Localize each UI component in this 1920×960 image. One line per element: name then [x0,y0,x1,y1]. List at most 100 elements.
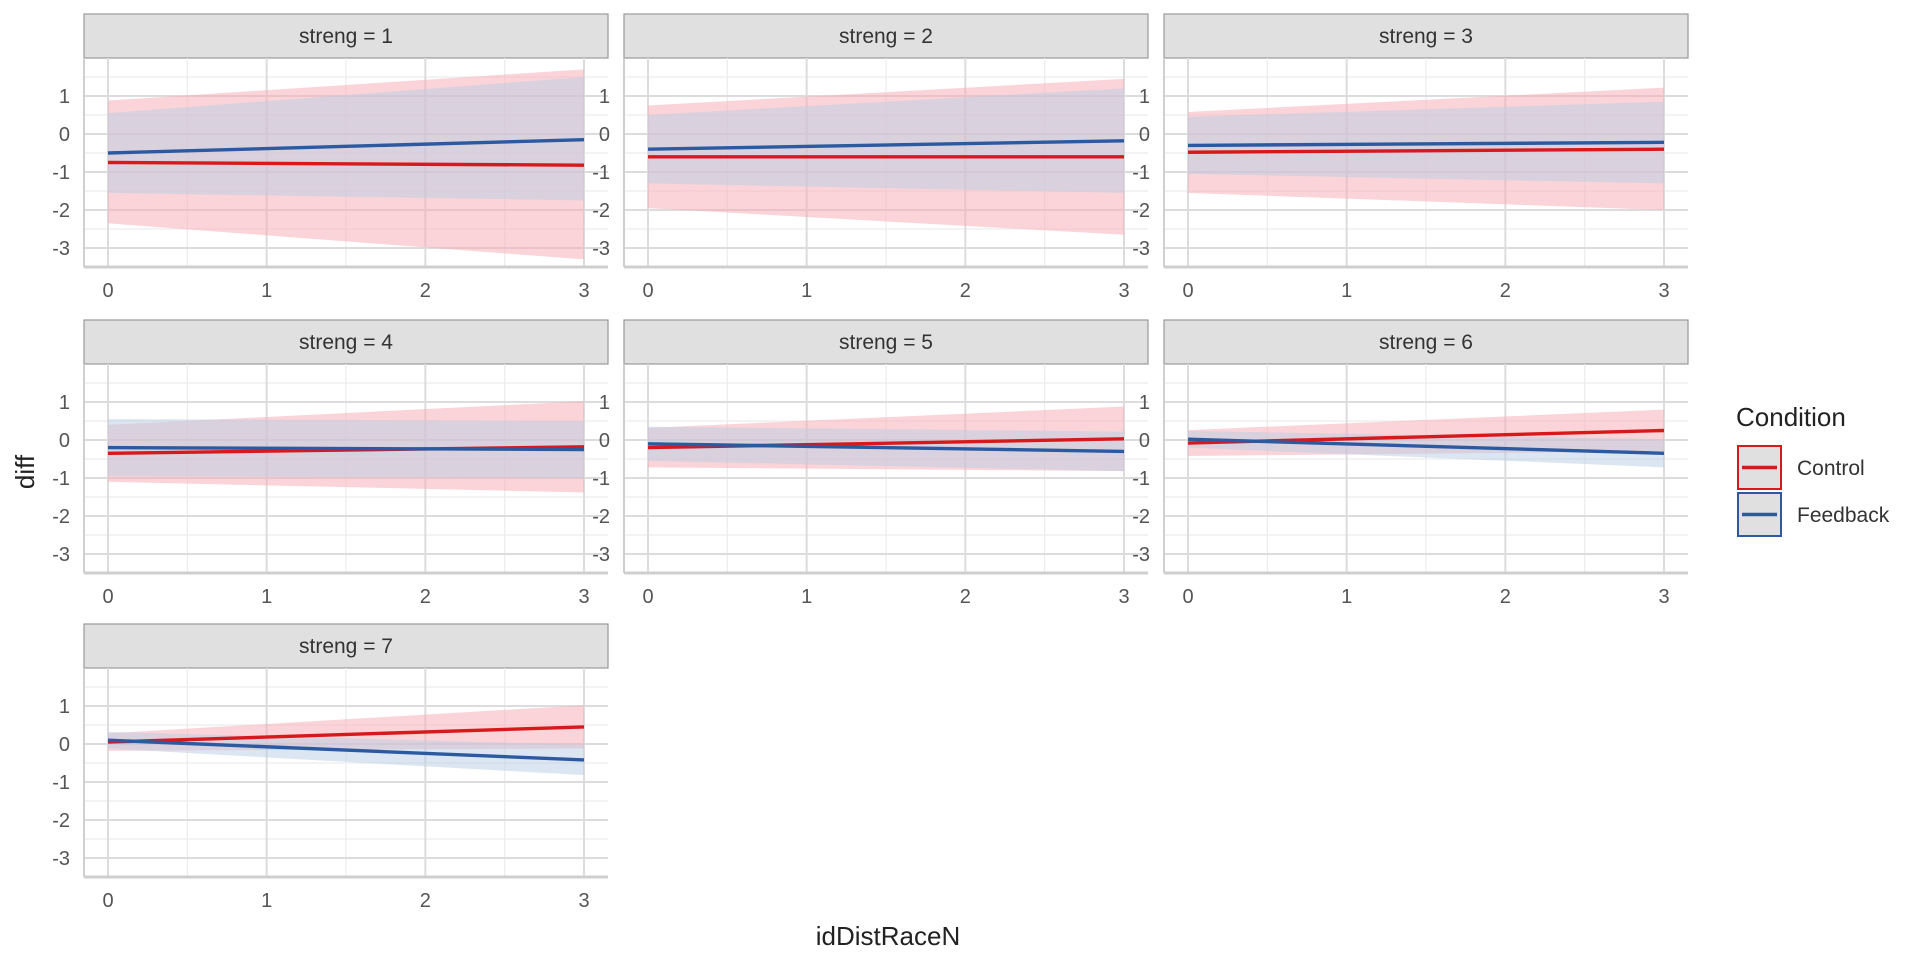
x-tick-label: 2 [960,280,971,302]
series-line-feedback [107,738,585,762]
facet-panel: streng = 3 -3 -2 -1 0 1 0 1 2 3 [1132,13,1689,302]
x-tick-label: 3 [1118,586,1129,608]
y-tick-label: -2 [592,200,610,222]
y-tick-label: -1 [1132,468,1150,490]
x-tick-label: 0 [642,280,653,302]
confidence-ribbon-feedback [108,731,584,776]
y-tick-label: -3 [1132,238,1150,260]
y-tick-label: -2 [592,506,610,528]
x-tick-label: 3 [578,890,589,912]
series-line-feedback [107,138,585,155]
legend-title: Condition [1736,402,1846,432]
x-tick-label: 1 [1341,280,1352,302]
y-tick-label: 0 [599,124,610,146]
facet-panel: streng = 7 -3 -2 -1 0 1 0 1 2 3 [52,623,609,912]
x-tick-label: 0 [642,586,653,608]
x-tick-label: 0 [102,280,113,302]
y-tick-label: -2 [1132,506,1150,528]
x-tick-label: 1 [261,586,272,608]
y-tick-label: -1 [1132,162,1150,184]
facet-strip [1163,13,1689,59]
y-tick-label: -3 [1132,544,1150,566]
gridlines [1164,364,1688,574]
facet-strip-label: streng = 6 [1379,331,1473,354]
y-tick-label: -3 [592,544,610,566]
series-line-feedback [1187,437,1665,455]
x-tick-label: 2 [1500,586,1511,608]
y-tick-label: 0 [1139,124,1150,146]
legend-label: Feedback [1797,504,1890,527]
x-tick-label: 0 [1182,280,1193,302]
y-tick-label: 0 [59,124,70,146]
legend-item-feedback: Feedback [1737,492,1890,537]
facet-strip-label: streng = 7 [299,635,393,658]
x-axis-title: idDistRaceN [816,921,961,951]
y-tick-label: 1 [599,392,610,414]
y-tick-label: -2 [52,810,70,832]
x-tick-label: 2 [420,280,431,302]
x-tick-label: 3 [1658,280,1669,302]
x-tick-label: 1 [261,280,272,302]
x-tick-label: 3 [1118,280,1129,302]
y-tick-label: 1 [59,392,70,414]
facet-strip-label: streng = 3 [1379,25,1473,48]
facet-strip [83,623,609,669]
series-line-control [107,160,585,167]
series-line-control [1187,147,1665,154]
y-tick-label: -2 [52,506,70,528]
x-tick-label: 1 [1341,586,1352,608]
x-tick-label: 3 [578,586,589,608]
x-tick-label: 1 [261,890,272,912]
x-tick-label: 2 [420,890,431,912]
legend: Condition Control Feedback [1736,402,1890,537]
y-axis-title: diff [10,454,40,489]
y-tick-label: 0 [1139,430,1150,452]
facet-strip [623,13,1149,59]
facet-strip-label: streng = 4 [299,331,393,354]
legend-item-control: Control [1737,445,1865,490]
y-tick-label: -1 [592,162,610,184]
facet-panel: streng = 6 -3 -2 -1 0 1 0 1 2 3 [1132,319,1689,608]
y-tick-label: -2 [52,200,70,222]
y-tick-label: 0 [599,430,610,452]
series-line-feedback [1187,140,1665,148]
x-tick-label: 0 [1182,586,1193,608]
facet-strip-label: streng = 5 [839,331,933,354]
x-tick-label: 1 [801,586,812,608]
x-tick-label: 2 [420,586,431,608]
y-tick-label: 1 [1139,392,1150,414]
y-tick-label: -2 [1132,200,1150,222]
x-tick-label: 2 [960,586,971,608]
facet-strip-label: streng = 1 [299,25,393,48]
legend-label: Control [1797,457,1865,480]
y-tick-label: -1 [592,468,610,490]
y-tick-label: 1 [1139,86,1150,108]
x-tick-label: 3 [578,280,589,302]
confidence-ribbon-feedback [648,88,1124,193]
y-tick-label: 0 [59,734,70,756]
legend-entries: Control Feedback [1737,445,1890,537]
y-tick-label: 1 [59,86,70,108]
series-line-feedback [647,139,1125,151]
facet-strip [83,13,609,59]
y-tick-label: -3 [52,848,70,870]
y-tick-label: -3 [52,544,70,566]
facet-strip-label: streng = 2 [839,25,933,48]
y-tick-label: 1 [59,696,70,718]
y-tick-label: -1 [52,468,70,490]
facet-panel: streng = 2 -3 -2 -1 0 1 0 1 2 3 [592,13,1149,302]
facet-panel: streng = 4 -3 -2 -1 0 1 0 1 2 3 [52,319,609,608]
y-tick-label: 1 [599,86,610,108]
y-tick-label: -3 [592,238,610,260]
x-tick-label: 3 [1658,586,1669,608]
gridlines [84,668,608,878]
y-tick-label: 0 [59,430,70,452]
series-line-control [107,725,585,744]
facet-strip [83,319,609,365]
series-line-feedback [647,442,1125,454]
confidence-ribbon-feedback [108,77,584,201]
series-line-feedback [107,445,585,452]
x-tick-label: 0 [102,890,113,912]
